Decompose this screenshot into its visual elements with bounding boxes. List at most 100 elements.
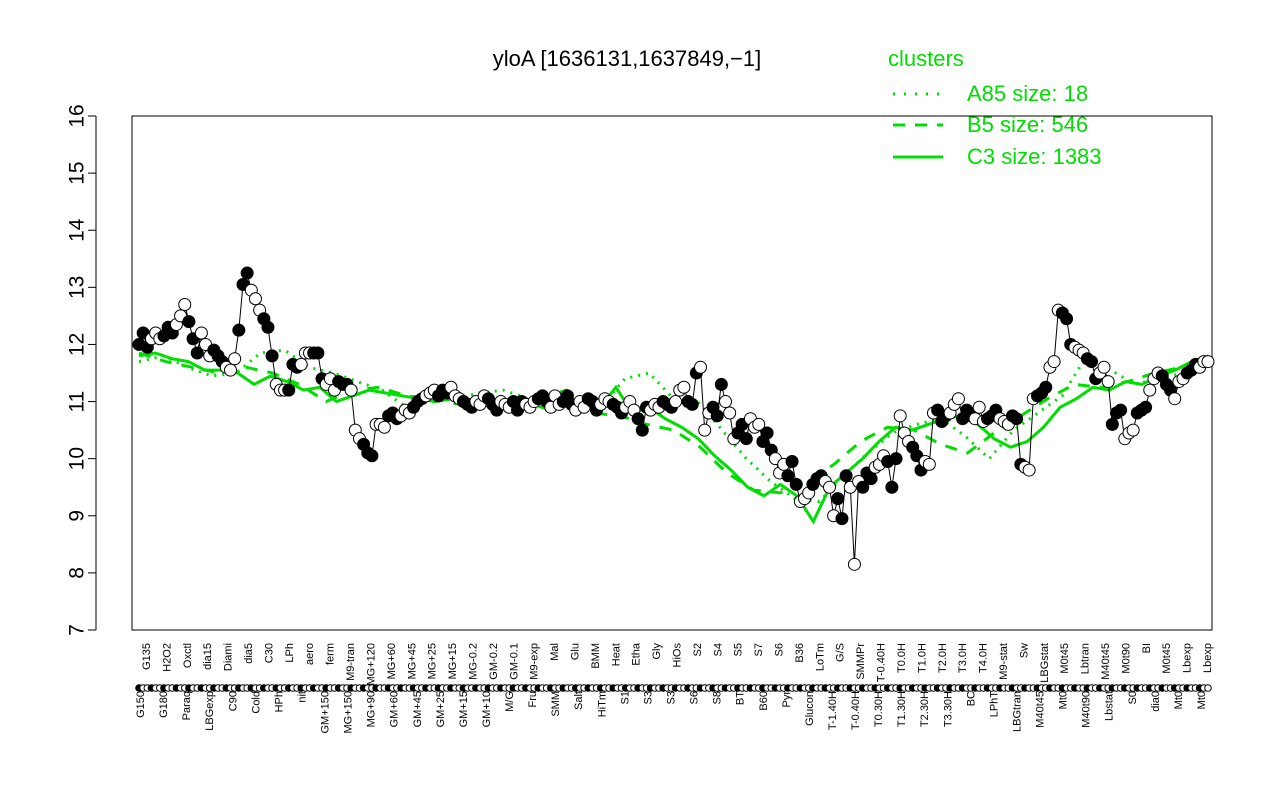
x-tick-label: HiTm [596,691,608,717]
data-point [739,432,753,446]
x-tick-label: M0t45 [1161,643,1173,674]
x-tick-label: M9-exp [529,643,541,680]
legend-label-b5: B5 size: 546 [967,112,1088,137]
data-point [377,420,391,434]
x-tick-label: Mal [549,643,561,661]
data-point [1085,355,1099,369]
data-point [1201,355,1215,369]
x-tick-label: M0t90 [1120,643,1132,674]
x-rug-mark [1204,684,1212,692]
x-tick-label: T3.0H [957,643,969,673]
data-point [1010,412,1024,426]
data-point [311,346,325,360]
data-point [248,292,262,306]
x-tick-label: dia15 [202,643,214,670]
data-point [698,423,712,437]
x-tick-label: Mt0 [1058,691,1070,709]
data-point [1039,380,1053,394]
x-tick-label: Fru [527,691,539,708]
x-tick-label: aero [304,643,316,665]
data-point [228,352,242,366]
x-tick-label: GM+15 [458,691,470,727]
data-point [856,480,870,494]
data-point [723,406,737,420]
y-tick-label: 14 [65,218,88,242]
x-tick-label: GM+60 [389,691,401,727]
x-tick-label: M/G [504,691,516,712]
x-tick-label: MG-0.2 [467,643,479,680]
data-point [224,363,238,377]
x-tick-label: Sw [1018,643,1030,658]
x-tick-label: Mt0 [1173,691,1185,709]
legend-title: clusters [888,46,964,71]
plot-frame [131,115,1213,631]
x-tick-label: S3 [666,691,678,704]
x-tick-label: Lbtran [1080,643,1092,674]
x-tick-label: GM-0.1 [508,643,520,680]
x-tick-label: dia5 [243,643,255,664]
x-tick-label: S8 [712,691,724,704]
data-point [669,395,683,409]
data-point [893,409,907,423]
y-tick-label: 12 [65,333,88,356]
data-point [685,397,699,411]
x-tick-label: Pyr [781,691,793,708]
x-tick-label: T-0.40H [850,691,862,730]
data-point [889,452,903,466]
data-point [781,469,795,483]
data-point [1105,417,1119,431]
x-tick-label: Mt0 [1196,691,1208,709]
data-point [831,492,845,506]
x-tick-label: T0.30H [873,691,885,727]
x-tick-label: GM+150 [320,691,332,734]
data-point [265,349,279,363]
data-point [694,360,708,374]
x-tick-label: Paraq [181,691,193,720]
data-point [951,392,965,406]
data-point [1139,400,1153,414]
data-point [822,480,836,494]
plot-border [131,115,1213,631]
x-tick-label: C90 [227,691,239,711]
data-point [1101,375,1115,389]
x-tick-label: T1.30H [896,691,908,727]
x-tick-label: S6 [689,691,701,704]
x-tick-label: G/S [835,643,847,662]
x-tick-label: Diami [223,643,235,671]
cluster-b5-line [138,351,1209,495]
data-point [710,409,724,423]
data-point [922,457,936,471]
x-tick-label: Glucon [804,691,816,726]
x-tick-label: S3 [642,691,654,704]
x-tick-label: Gly [651,643,663,660]
x-tick-label: Lbexp [1202,643,1214,673]
x-tick-label: T2.30H [919,691,931,727]
data-point [232,323,246,337]
data-point [282,383,296,397]
data-point [1114,403,1128,417]
data-point [365,449,379,463]
x-tick-label: B36 [794,643,806,663]
data-point [261,320,275,334]
x-tick-label: MG+60 [386,643,398,679]
x-tick-label: MG+120 [365,643,377,686]
x-tick-label: GM+10 [481,691,493,727]
data-point [864,472,878,486]
x-tick-label: MG+15 [447,643,459,679]
data-point [835,512,849,526]
data-point [839,469,853,483]
x-tick-label: GM-0.2 [488,643,500,680]
x-tick-label: G150 [135,691,147,718]
data-point [847,557,861,571]
data-point [240,266,254,280]
x-tick-label: Cold [250,691,262,714]
data-point [1168,392,1182,406]
x-tick-label: MG+90 [366,691,378,727]
x-tick-label: S0 [1127,691,1139,704]
x-tick-label: Lbstat [1104,691,1116,721]
x-tick-label: S2 [692,643,704,656]
data-point [182,315,196,329]
data-point [178,297,192,311]
x-tick-label: S4 [712,643,724,656]
